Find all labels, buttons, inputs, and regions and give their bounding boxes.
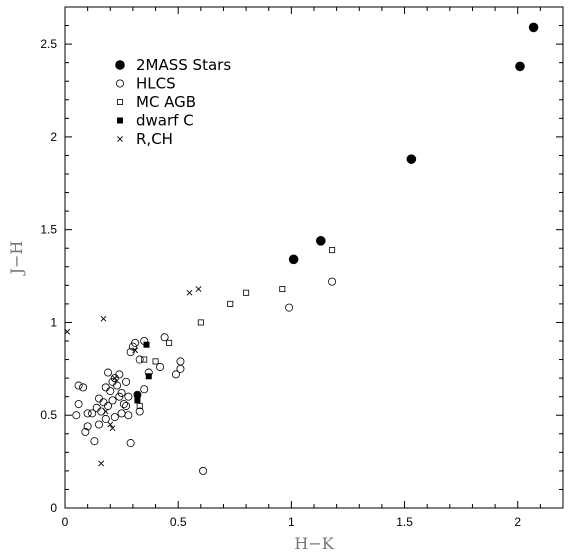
data-point-hlcs bbox=[106, 387, 115, 396]
data-point-hlcs bbox=[92, 403, 101, 412]
data-point-mc-agb bbox=[197, 319, 204, 326]
data-point-hlcs bbox=[94, 394, 103, 403]
data-point-hlcs bbox=[160, 333, 169, 342]
data-point-hlcs bbox=[131, 338, 140, 347]
data-point-hlcs bbox=[104, 368, 113, 377]
data-point-hlcs bbox=[81, 427, 90, 436]
data-point-hlcs bbox=[122, 401, 131, 410]
data-points-group bbox=[64, 22, 539, 475]
data-point-hlcs bbox=[124, 392, 133, 401]
legend-marker-dwarf-c bbox=[117, 117, 123, 124]
data-point-2mass-stars bbox=[288, 254, 299, 265]
x-tick-label: 1.5 bbox=[396, 515, 413, 529]
data-point-r-ch bbox=[186, 289, 193, 296]
data-point-hlcs bbox=[74, 400, 83, 409]
data-point-hlcs bbox=[117, 388, 126, 397]
data-point-2mass-stars bbox=[515, 61, 525, 72]
data-point-dwarf-c bbox=[143, 341, 150, 348]
data-point-r-ch bbox=[64, 328, 71, 335]
data-point-2mass-stars bbox=[528, 22, 539, 33]
data-point-r-ch bbox=[98, 460, 105, 467]
data-point-dwarf-c bbox=[134, 391, 141, 398]
y-tick-label: 2.5 bbox=[40, 37, 57, 51]
legend-label-mc-agb: MC AGB bbox=[136, 93, 196, 111]
data-point-hlcs bbox=[113, 381, 122, 390]
data-point-hlcs bbox=[83, 409, 92, 418]
data-point-hlcs bbox=[97, 407, 106, 416]
data-point-hlcs bbox=[72, 411, 81, 420]
legend-label-r-ch: R,CH bbox=[136, 130, 173, 148]
data-point-hlcs bbox=[328, 277, 337, 286]
data-point-hlcs bbox=[124, 411, 133, 420]
y-tick-label: 2 bbox=[50, 130, 57, 144]
data-point-hlcs bbox=[135, 407, 144, 416]
data-point-r-ch bbox=[109, 425, 116, 432]
data-point-hlcs bbox=[140, 385, 149, 394]
y-tick-label: 1.5 bbox=[40, 223, 57, 237]
y-axis-label: J−H bbox=[7, 241, 26, 277]
data-point-hlcs bbox=[199, 466, 208, 475]
legend-label-hlcs: HLCS bbox=[136, 75, 176, 93]
data-point-mc-agb bbox=[329, 247, 336, 254]
data-point-r-ch bbox=[111, 375, 118, 382]
data-point-r-ch bbox=[132, 347, 139, 354]
legend-marker-mc-agb bbox=[117, 99, 124, 106]
x-tick-label: 2 bbox=[514, 515, 521, 529]
data-point-dwarf-c bbox=[134, 397, 141, 404]
data-point-hlcs bbox=[135, 355, 144, 364]
data-point-hlcs bbox=[176, 357, 185, 366]
data-point-hlcs bbox=[110, 413, 119, 422]
legend-marker-r-ch bbox=[117, 136, 123, 142]
data-point-hlcs bbox=[108, 396, 117, 405]
data-point-r-ch bbox=[100, 315, 107, 322]
data-point-dwarf-c bbox=[145, 373, 152, 380]
x-tick-label: 0 bbox=[62, 515, 69, 529]
data-point-hlcs bbox=[126, 439, 135, 448]
data-point-hlcs bbox=[101, 414, 110, 423]
data-point-hlcs bbox=[176, 364, 185, 373]
legend-marker-2mass-stars bbox=[115, 60, 125, 70]
data-point-2mass-stars bbox=[315, 236, 326, 246]
y-tick-label: 1 bbox=[50, 315, 57, 329]
legend-label-2mass-stars: 2MASS Stars bbox=[136, 56, 231, 74]
data-point-hlcs bbox=[101, 383, 110, 392]
data-point-mc-agb bbox=[227, 300, 234, 307]
data-point-hlcs bbox=[126, 348, 135, 357]
data-point-hlcs bbox=[122, 377, 131, 386]
data-point-2mass-stars bbox=[406, 154, 417, 164]
axis-ticks-group: 0 0.5 1 1.5 2 0 0.5 1 1.5 2 2.5 bbox=[40, 6, 564, 529]
data-point-hlcs bbox=[117, 409, 126, 418]
data-point-hlcs bbox=[90, 437, 99, 446]
data-point-hlcs bbox=[94, 420, 103, 429]
data-point-hlcs bbox=[83, 422, 92, 431]
data-point-r-ch bbox=[107, 421, 114, 428]
y-tick-label: 0.5 bbox=[40, 408, 57, 422]
y-tick-label: 0 bbox=[50, 501, 57, 515]
data-point-hlcs bbox=[99, 398, 108, 407]
data-point-hlcs bbox=[285, 303, 294, 312]
data-point-mc-agb bbox=[279, 286, 286, 293]
data-point-mc-agb bbox=[152, 358, 159, 365]
data-point-hlcs bbox=[79, 383, 88, 392]
data-point-mc-agb bbox=[141, 356, 148, 363]
data-point-hlcs bbox=[156, 362, 165, 371]
x-axis-label: H−K bbox=[294, 534, 334, 553]
data-point-hlcs bbox=[171, 370, 180, 379]
legend-marker-hlcs bbox=[116, 79, 125, 88]
data-point-hlcs bbox=[74, 381, 83, 390]
legend-label-dwarf-c: dwarf C bbox=[136, 112, 194, 130]
data-point-r-ch bbox=[102, 408, 109, 415]
data-point-mc-agb bbox=[166, 339, 173, 346]
data-point-mc-agb bbox=[243, 289, 250, 296]
data-point-r-ch bbox=[195, 286, 202, 292]
data-point-hlcs bbox=[115, 370, 124, 379]
data-point-hlcs bbox=[119, 400, 128, 409]
x-tick-label: 1 bbox=[288, 515, 295, 529]
x-tick-label: 0.5 bbox=[170, 515, 187, 529]
data-point-hlcs bbox=[88, 409, 97, 418]
